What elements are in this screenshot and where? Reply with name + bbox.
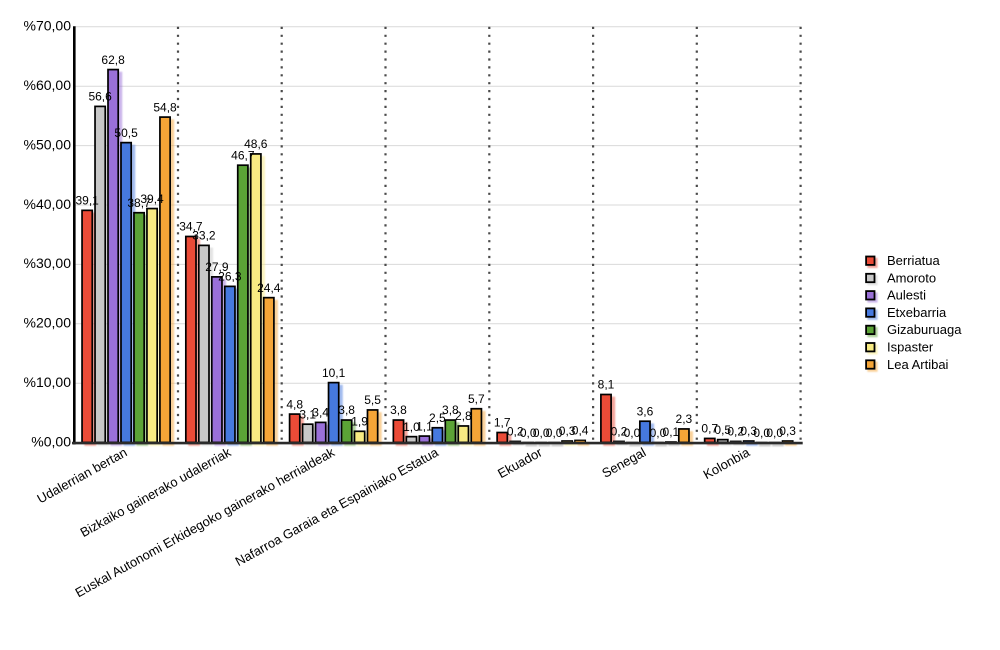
svg-text:0,2: 0,2 (727, 425, 744, 439)
svg-text:8,1: 8,1 (598, 378, 615, 392)
svg-text:3,4: 3,4 (312, 406, 329, 420)
svg-text:0,0: 0,0 (624, 426, 641, 440)
svg-text:62,8: 62,8 (101, 53, 125, 67)
svg-text:5,5: 5,5 (364, 393, 381, 407)
svg-text:3,1: 3,1 (299, 407, 316, 421)
svg-text:48,6: 48,6 (244, 137, 268, 151)
svg-text:0,1: 0,1 (663, 425, 680, 439)
svg-text:5,7: 5,7 (468, 392, 485, 406)
svg-text:Ispaster: Ispaster (887, 340, 934, 355)
svg-text:1,7: 1,7 (494, 416, 511, 430)
svg-text:3,8: 3,8 (338, 403, 355, 417)
svg-text:0,5: 0,5 (714, 423, 731, 437)
svg-text:%30,00: %30,00 (24, 255, 72, 271)
svg-text:0,3: 0,3 (740, 424, 757, 438)
svg-text:0,2: 0,2 (507, 425, 524, 439)
svg-text:0,3: 0,3 (559, 424, 576, 438)
svg-text:0,3: 0,3 (779, 424, 796, 438)
svg-text:56,6: 56,6 (88, 90, 112, 104)
svg-text:0,0: 0,0 (650, 426, 667, 440)
svg-text:%50,00: %50,00 (24, 136, 72, 152)
svg-text:%70,00: %70,00 (24, 18, 72, 34)
svg-text:54,8: 54,8 (153, 100, 177, 114)
svg-text:39,1: 39,1 (75, 194, 99, 208)
svg-text:0,0: 0,0 (520, 426, 537, 440)
svg-text:27,9: 27,9 (205, 260, 229, 274)
svg-text:2,8: 2,8 (455, 409, 472, 423)
svg-text:1,0: 1,0 (403, 420, 420, 434)
svg-text:0,0: 0,0 (753, 426, 770, 440)
svg-text:Berriatua: Berriatua (887, 253, 941, 268)
svg-text:0,0: 0,0 (766, 426, 783, 440)
svg-text:0,0: 0,0 (533, 426, 550, 440)
svg-text:3,6: 3,6 (637, 404, 654, 418)
svg-text:0,0: 0,0 (546, 426, 563, 440)
svg-text:10,1: 10,1 (322, 366, 346, 380)
svg-text:38,7: 38,7 (127, 196, 151, 210)
svg-text:Amoroto: Amoroto (887, 270, 936, 285)
svg-text:33,2: 33,2 (192, 229, 216, 243)
svg-text:Gizaburuaga: Gizaburuaga (887, 322, 962, 337)
svg-text:2,3: 2,3 (676, 412, 693, 426)
svg-text:%0,00: %0,00 (31, 433, 71, 449)
svg-text:2,5: 2,5 (429, 411, 446, 425)
svg-text:24,4: 24,4 (257, 281, 281, 295)
svg-text:3,8: 3,8 (390, 403, 407, 417)
svg-text:1,1: 1,1 (416, 419, 433, 433)
svg-text:Etxebarria: Etxebarria (887, 305, 947, 320)
svg-text:0,7: 0,7 (701, 422, 718, 436)
svg-text:%20,00: %20,00 (24, 315, 72, 331)
svg-text:0,2: 0,2 (611, 425, 628, 439)
svg-text:Aulesti: Aulesti (887, 288, 926, 303)
svg-text:Lea Artibai: Lea Artibai (887, 357, 949, 372)
svg-text:46,7: 46,7 (231, 148, 255, 162)
svg-text:%60,00: %60,00 (24, 77, 72, 93)
svg-text:39,4: 39,4 (140, 192, 164, 206)
svg-text:34,7: 34,7 (179, 220, 203, 234)
svg-text:50,5: 50,5 (114, 126, 138, 140)
svg-text:3,8: 3,8 (442, 403, 459, 417)
svg-text:1,9: 1,9 (351, 415, 368, 429)
svg-text:0,4: 0,4 (572, 423, 589, 437)
svg-text:4,8: 4,8 (286, 397, 303, 411)
svg-text:26,3: 26,3 (218, 270, 242, 284)
svg-text:%40,00: %40,00 (24, 196, 72, 212)
svg-text:%10,00: %10,00 (24, 374, 72, 390)
